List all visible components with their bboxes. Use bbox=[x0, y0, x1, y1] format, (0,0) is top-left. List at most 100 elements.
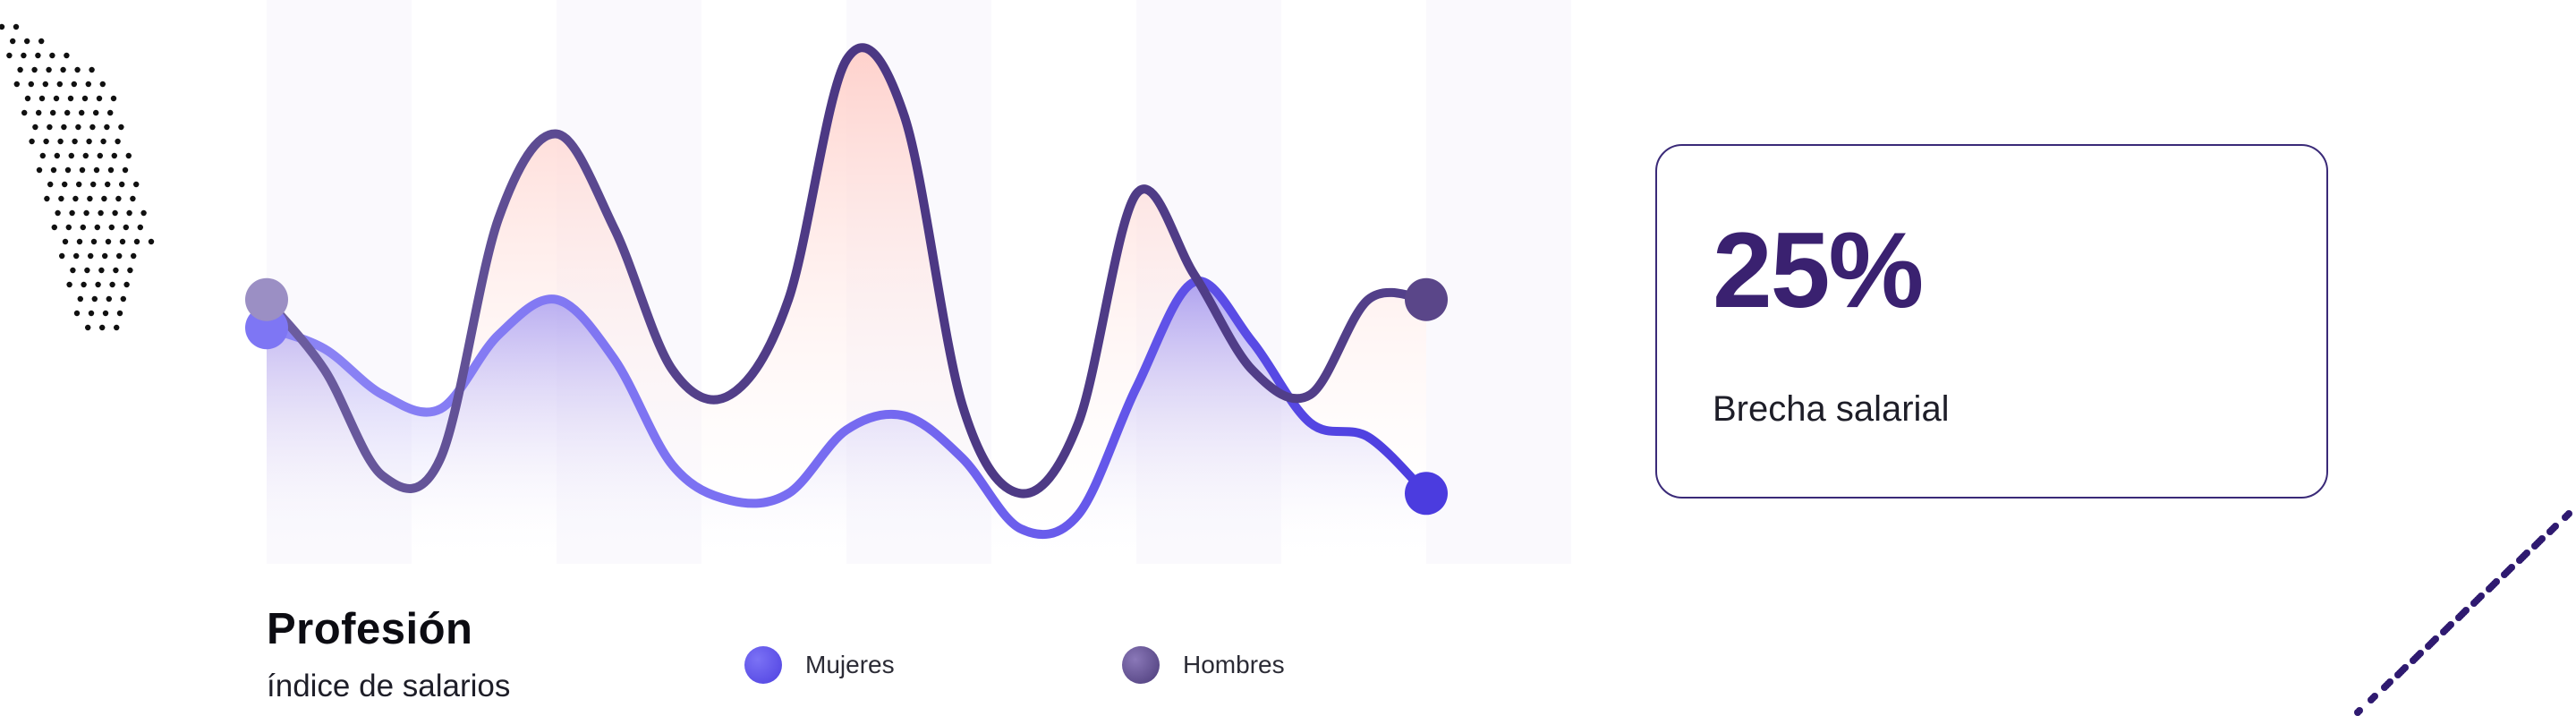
decor-dot bbox=[62, 238, 69, 245]
decor-dot bbox=[76, 238, 83, 245]
series-start-point-hombres bbox=[245, 277, 288, 321]
decor-dot bbox=[65, 224, 72, 231]
decor-dot bbox=[86, 138, 92, 145]
decor-dot bbox=[2493, 578, 2500, 585]
decor-dot bbox=[77, 295, 84, 303]
series-line-mujeres bbox=[262, 277, 1431, 540]
decor-dot bbox=[72, 138, 78, 145]
decor-dot bbox=[46, 66, 52, 73]
decor-dot bbox=[108, 224, 115, 231]
decor-dot bbox=[102, 252, 108, 260]
decor-dot bbox=[2523, 550, 2530, 557]
series-endpoints bbox=[245, 277, 1448, 516]
decor-dot bbox=[66, 281, 72, 288]
decor-dot bbox=[112, 209, 118, 217]
decor-dot bbox=[64, 52, 70, 59]
decor-dot bbox=[110, 95, 117, 102]
decor-dot bbox=[140, 209, 147, 217]
decor-dot bbox=[101, 195, 107, 202]
decor-dot bbox=[60, 66, 66, 73]
decor-dot bbox=[85, 324, 91, 331]
decor-dot bbox=[119, 238, 126, 245]
legend-label-hombres: Hombres bbox=[1183, 651, 1285, 678]
decor-dot bbox=[137, 224, 143, 231]
decor-dot bbox=[59, 252, 65, 260]
decor-dot bbox=[71, 81, 78, 88]
decor-dot bbox=[88, 252, 94, 260]
decor-dot bbox=[54, 152, 60, 159]
decor-dot bbox=[50, 166, 57, 174]
decor-dot bbox=[36, 166, 43, 174]
decor-dot bbox=[113, 267, 119, 274]
decor-dot bbox=[69, 209, 75, 217]
decor-dot bbox=[64, 109, 71, 116]
decor-dot bbox=[130, 195, 136, 202]
decor-dot bbox=[53, 95, 60, 102]
decor-dot bbox=[76, 181, 82, 188]
decor-dot bbox=[81, 95, 89, 102]
dot-band-bottom-right bbox=[2354, 510, 2572, 716]
decor-dot bbox=[89, 66, 95, 73]
chart-band bbox=[1426, 0, 1571, 564]
decor-dot bbox=[13, 23, 20, 30]
decor-dot bbox=[115, 138, 121, 145]
decor-dot bbox=[125, 152, 132, 159]
decor-dot bbox=[93, 166, 100, 174]
decor-dot bbox=[43, 138, 49, 145]
decor-dot bbox=[82, 152, 89, 159]
decor-dot bbox=[98, 209, 104, 217]
decor-dot bbox=[6, 52, 13, 59]
chart-title: Profesión bbox=[267, 605, 473, 653]
decor-dot bbox=[100, 138, 106, 145]
decor-dot bbox=[2462, 607, 2470, 614]
decor-dot bbox=[96, 95, 103, 102]
decor-dot bbox=[2417, 650, 2424, 657]
decor-dot bbox=[99, 81, 106, 88]
decor-dot bbox=[64, 166, 72, 174]
decor-dot bbox=[47, 124, 53, 131]
decor-dot bbox=[93, 109, 99, 116]
decor-dot bbox=[42, 81, 48, 88]
decor-dot bbox=[89, 124, 96, 131]
decor-dot bbox=[24, 95, 31, 102]
decor-dot bbox=[21, 109, 28, 116]
stat-label: Brecha salarial bbox=[1713, 389, 1950, 429]
decor-dot bbox=[2565, 510, 2572, 517]
decor-dot bbox=[70, 267, 76, 274]
series-line-hombres bbox=[262, 43, 1431, 499]
decor-dot bbox=[116, 252, 123, 260]
decor-dot bbox=[29, 138, 35, 145]
decor-dot bbox=[107, 109, 114, 116]
decor-dot bbox=[88, 310, 95, 317]
decor-dot bbox=[2402, 664, 2409, 671]
decor-dot bbox=[2386, 678, 2393, 686]
series-lines bbox=[262, 43, 1431, 540]
decor-dot bbox=[10, 38, 16, 45]
decor-dot bbox=[2447, 621, 2454, 628]
decor-dot bbox=[61, 124, 67, 131]
decor-dot bbox=[62, 181, 68, 188]
decor-dot bbox=[83, 209, 89, 217]
dot-pattern-decorations bbox=[0, 23, 2572, 716]
decor-dot bbox=[104, 124, 110, 131]
decor-dot bbox=[32, 124, 38, 131]
decor-dot bbox=[120, 295, 126, 303]
decor-dot bbox=[79, 166, 86, 174]
series-fill-mujeres bbox=[267, 281, 1426, 564]
decor-dot bbox=[98, 267, 105, 274]
decor-dot bbox=[97, 152, 104, 159]
decor-dot bbox=[50, 109, 56, 116]
decor-dot bbox=[68, 152, 75, 159]
decor-dot bbox=[2371, 693, 2378, 700]
decor-dot bbox=[58, 195, 64, 202]
decor-dot bbox=[148, 238, 155, 245]
decor-dot bbox=[91, 295, 98, 303]
decor-dot bbox=[123, 224, 129, 231]
decor-dot bbox=[55, 209, 61, 217]
decor-dot bbox=[94, 224, 101, 231]
series-end-point-mujeres bbox=[1405, 472, 1448, 516]
decor-dot bbox=[73, 252, 80, 260]
decor-dot bbox=[123, 281, 130, 288]
decor-dot bbox=[2508, 564, 2515, 571]
decor-dot bbox=[0, 23, 5, 30]
